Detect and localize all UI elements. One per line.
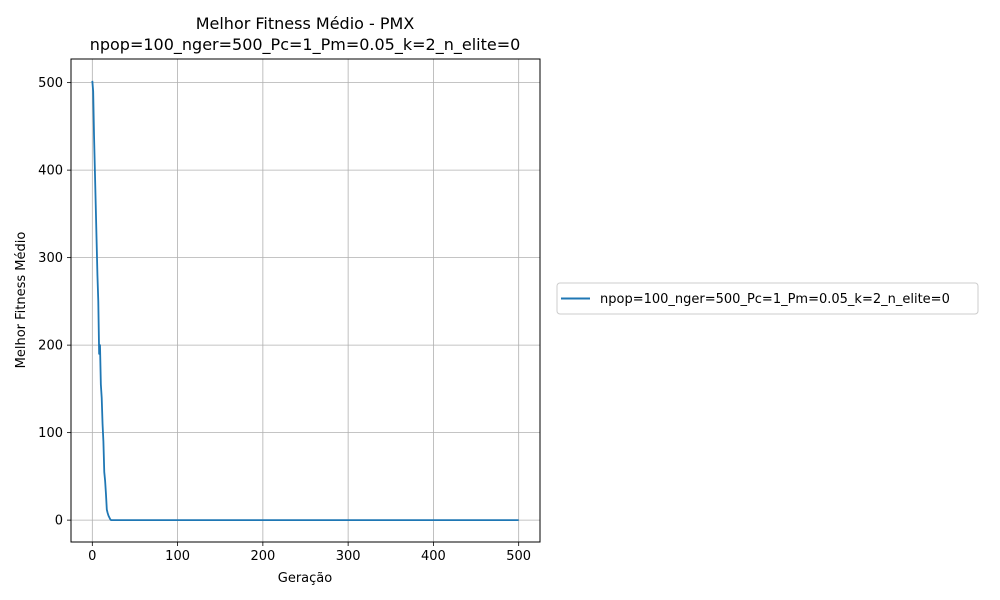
axis-ticks: 0 100 200 300 400 500 0 100 200 300 400 500: [38, 76, 531, 564]
x-tick-label: 100: [165, 549, 190, 564]
y-tick-label: 400: [38, 164, 63, 179]
legend: npop=100_nger=500_Pc=1_Pm=0.05_k=2_n_eli…: [556, 282, 979, 315]
series-line: [91, 80, 519, 522]
x-tick-label: 300: [336, 549, 361, 564]
series-layer: [91, 80, 519, 522]
x-tick-label: 0: [88, 549, 96, 564]
x-tick-label: 200: [250, 549, 275, 564]
legend-entry-label: npop=100_nger=500_Pc=1_Pm=0.05_k=2_n_eli…: [600, 292, 950, 307]
y-tick-label: 300: [38, 251, 63, 266]
x-axis-label: Geração: [278, 571, 332, 586]
y-tick-label: 200: [38, 339, 63, 354]
y-tick-label: 500: [38, 76, 63, 91]
x-tick-label: 400: [421, 549, 446, 564]
plot-frame: [70, 58, 541, 543]
y-tick-label: 0: [55, 514, 63, 529]
grid-lines: [71, 59, 540, 542]
legend-box: [556, 282, 979, 315]
chart-subtitle: npop=100_nger=500_Pc=1_Pm=0.05_k=2_n_eli…: [90, 35, 521, 55]
y-tick-label: 100: [38, 426, 63, 441]
x-tick-label: 500: [506, 549, 531, 564]
y-axis-label: Melhor Fitness Médio: [14, 232, 29, 369]
chart-title: Melhor Fitness Médio - PMX: [196, 14, 415, 33]
